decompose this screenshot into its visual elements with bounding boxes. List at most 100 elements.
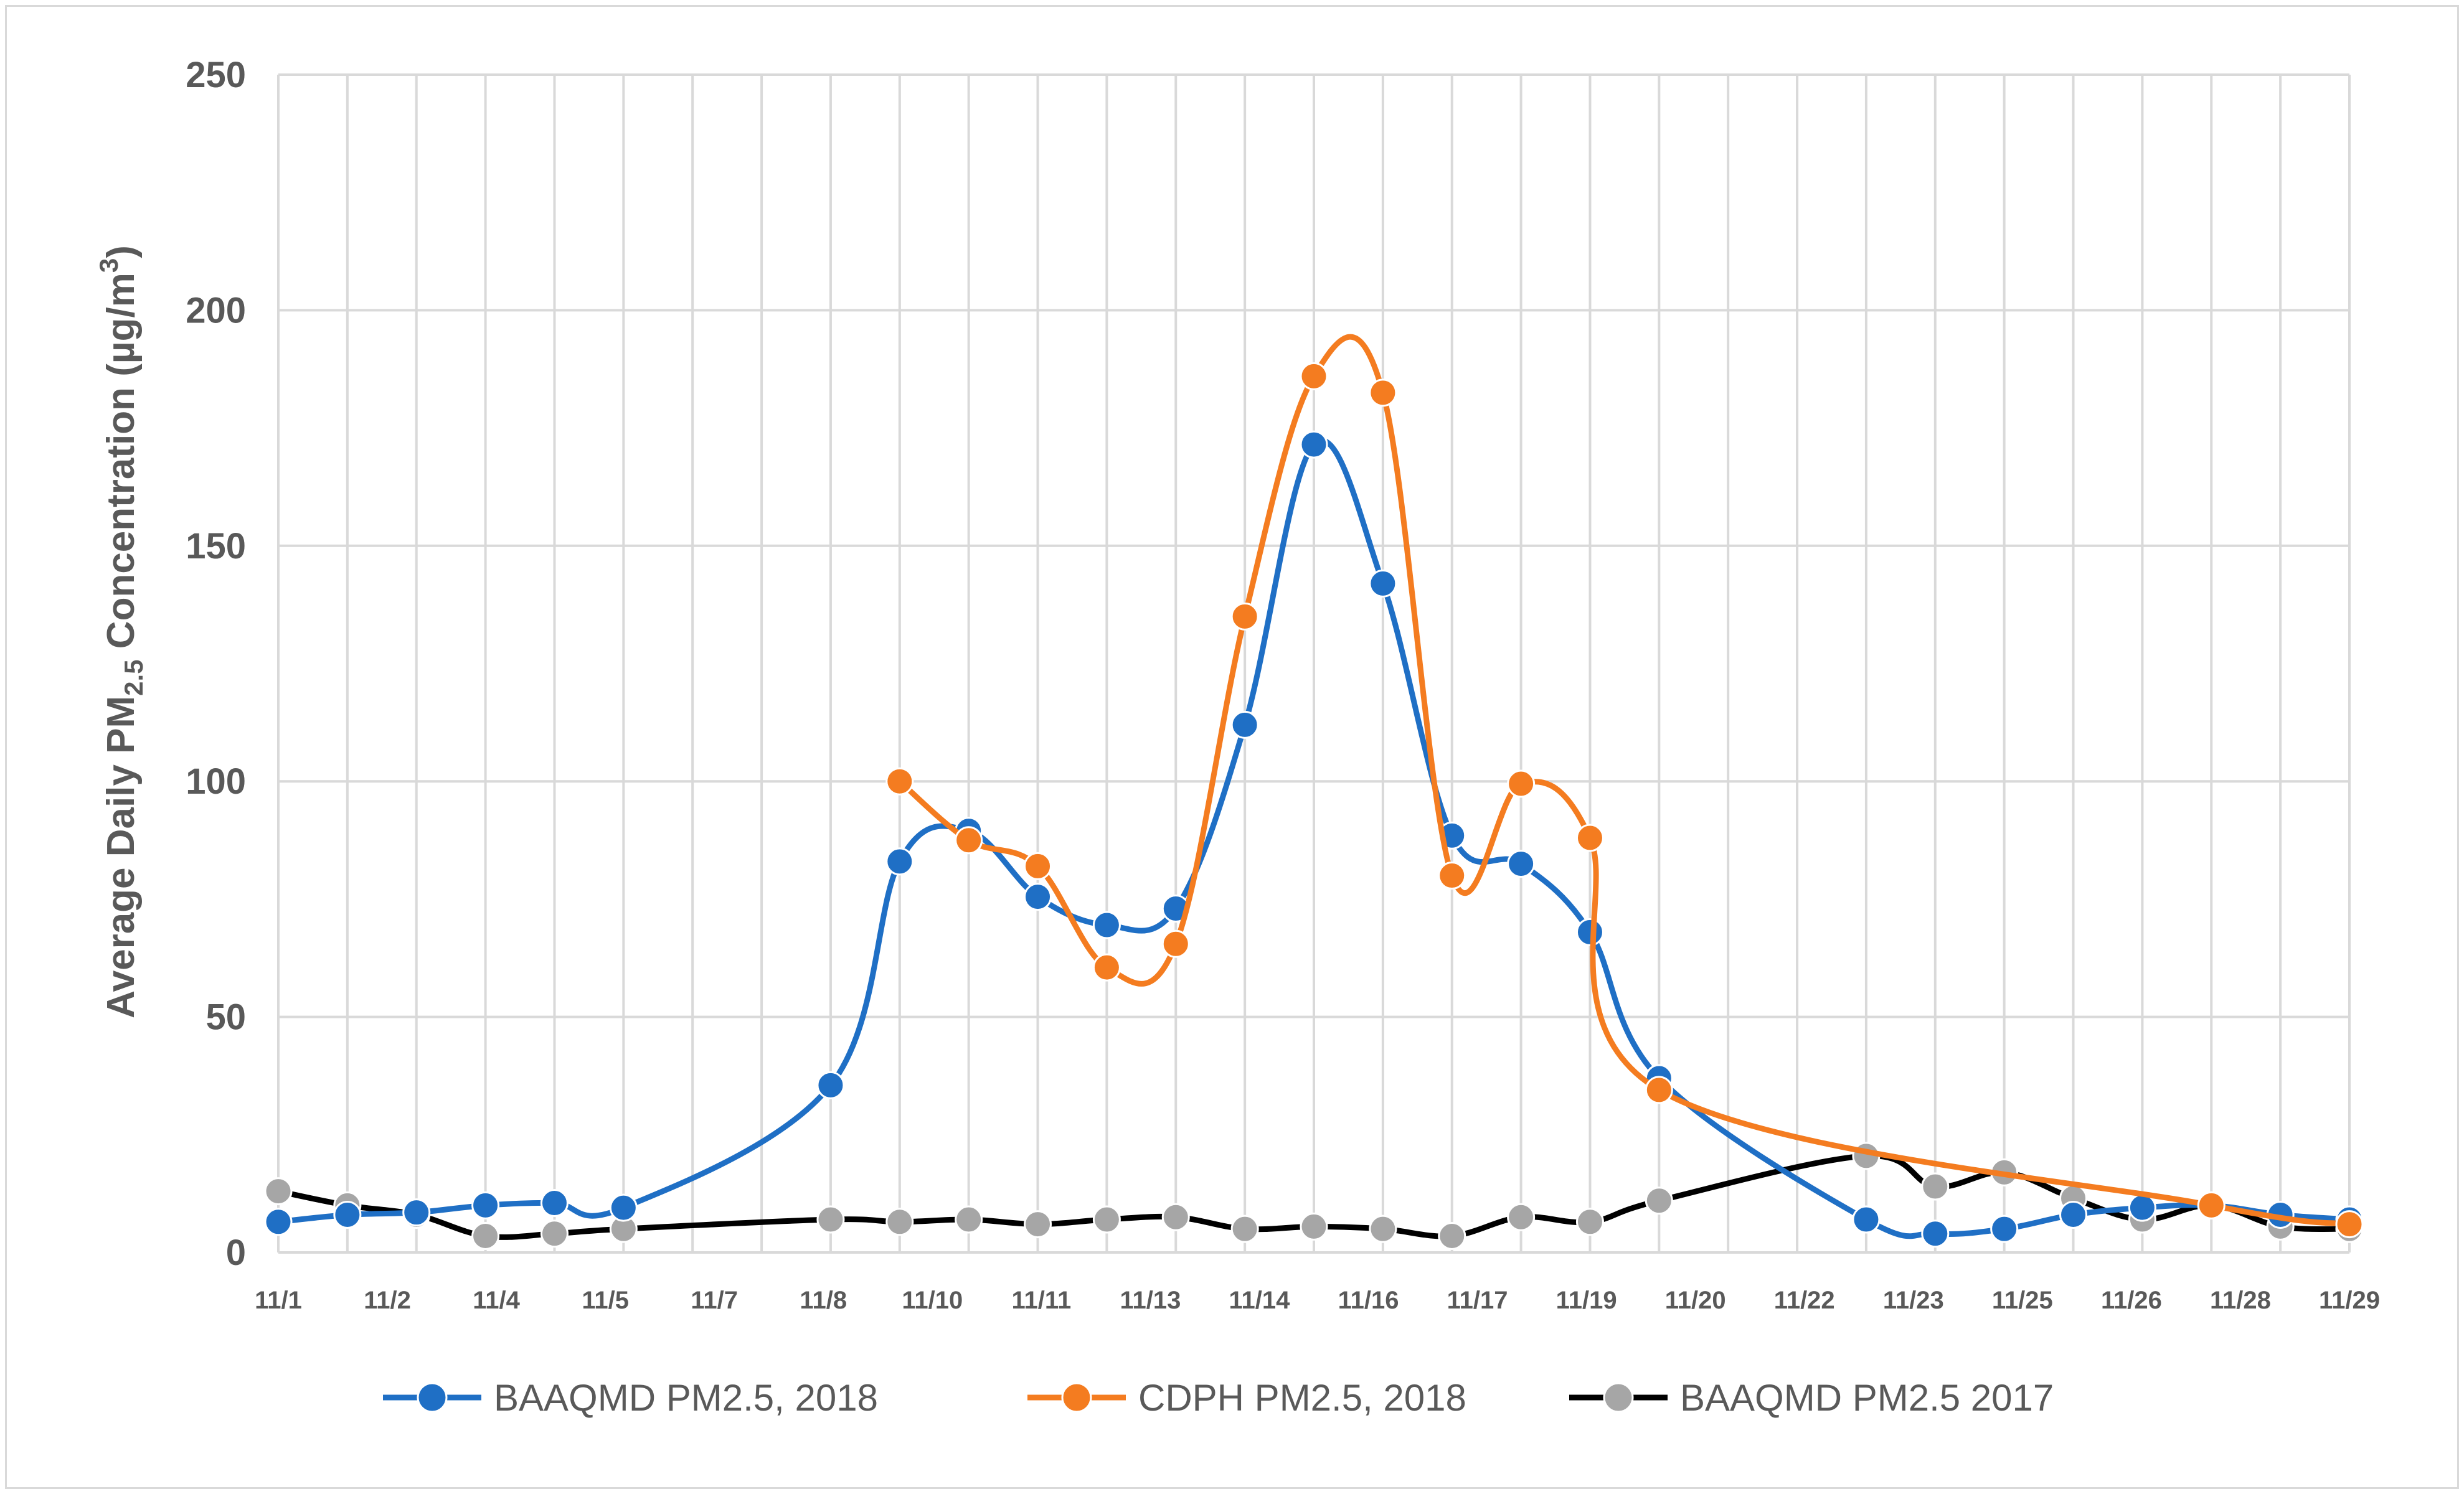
grid xyxy=(277,73,2351,1254)
x-axis-ticks: 11/1 11/2 11/4 11/5 11/7 11/8 11/10 11/11 11/13 1… xyxy=(255,1287,2380,1314)
data-point xyxy=(955,1205,983,1234)
data-point xyxy=(1645,1186,1673,1215)
y-label-suffix: ) xyxy=(100,245,143,258)
data-point xyxy=(1024,1210,1052,1239)
data-point xyxy=(1575,918,1604,946)
data-point xyxy=(1507,1203,1536,1231)
data-point xyxy=(540,1189,569,1218)
y-axis-ticks: 0 50 100 150 200 250 xyxy=(186,55,246,1273)
y-axis-label: Average Daily PM2.5 Concentration (µg/m3… xyxy=(94,245,148,1018)
x-tick-label: 11/14 xyxy=(1229,1287,1291,1314)
chart-frame xyxy=(5,5,2459,1489)
data-point xyxy=(402,1198,431,1227)
data-point xyxy=(1092,911,1121,939)
data-point xyxy=(1300,1212,1328,1241)
data-point xyxy=(816,1205,845,1234)
data-point xyxy=(2335,1210,2364,1239)
data-point xyxy=(1300,362,1328,390)
y-tick-label: 150 xyxy=(186,526,246,566)
x-tick-label: 11/16 xyxy=(1338,1287,1399,1314)
y-tick-label: 0 xyxy=(226,1233,246,1273)
y-tick-label: 250 xyxy=(186,55,246,95)
data-point xyxy=(1369,569,1397,598)
x-tick-label: 11/11 xyxy=(1012,1287,1072,1314)
x-tick-label: 11/1 xyxy=(255,1287,302,1314)
x-tick-label: 11/26 xyxy=(2101,1287,2162,1314)
y-tick-label: 100 xyxy=(186,761,246,802)
y-tick-label: 50 xyxy=(205,997,246,1038)
data-point xyxy=(1438,1222,1466,1251)
y-label-superscript: 3 xyxy=(94,258,123,273)
legend-item: BAAQMD PM2.5 2017 xyxy=(1569,1377,2054,1419)
x-tick-label: 11/19 xyxy=(1556,1287,1617,1314)
data-point xyxy=(1575,1208,1604,1236)
x-tick-label: 11/20 xyxy=(1665,1287,1726,1314)
legend-marker xyxy=(1061,1382,1092,1413)
x-tick-label: 11/4 xyxy=(473,1287,520,1314)
y-label-subscript: 2.5 xyxy=(119,659,148,695)
data-point xyxy=(1300,430,1328,459)
data-point xyxy=(1369,378,1397,407)
data-point xyxy=(816,1071,845,1099)
data-point xyxy=(1575,824,1604,852)
data-point xyxy=(333,1200,362,1229)
series-1 xyxy=(885,334,2364,1239)
y-tick-label: 200 xyxy=(186,290,246,331)
y-label-prefix: Average Daily PM xyxy=(100,696,143,1018)
legend-marker xyxy=(1603,1382,1634,1413)
data-point xyxy=(1645,1076,1673,1104)
x-tick-label: 11/28 xyxy=(2210,1287,2271,1314)
data-point xyxy=(1507,769,1536,798)
data-point xyxy=(2128,1193,2156,1222)
data-point xyxy=(2197,1191,2226,1219)
x-tick-label: 11/13 xyxy=(1120,1287,1181,1314)
data-point xyxy=(471,1222,500,1251)
data-point xyxy=(471,1191,500,1219)
data-point xyxy=(1024,852,1052,880)
data-point xyxy=(885,847,914,876)
data-point xyxy=(955,826,983,855)
data-point xyxy=(1024,883,1052,911)
data-point xyxy=(1990,1214,2019,1243)
data-point xyxy=(2059,1200,2088,1229)
series-layer xyxy=(264,334,2364,1251)
x-tick-label: 11/8 xyxy=(800,1287,847,1314)
legend-marker xyxy=(417,1382,448,1413)
data-point xyxy=(1852,1205,1881,1234)
data-point xyxy=(1438,862,1466,890)
data-point xyxy=(885,767,914,796)
data-point xyxy=(1092,953,1121,982)
data-point xyxy=(885,1208,914,1236)
data-point xyxy=(1230,710,1259,739)
data-point xyxy=(1921,1172,1950,1201)
data-point xyxy=(1230,1214,1259,1243)
legend-item: CDPH PM2.5, 2018 xyxy=(1027,1377,1466,1419)
data-point xyxy=(1369,1214,1397,1243)
data-point xyxy=(264,1177,293,1206)
data-point xyxy=(1161,929,1190,958)
legend-label: BAAQMD PM2.5 2017 xyxy=(1680,1377,2054,1419)
x-tick-label: 11/17 xyxy=(1447,1287,1508,1314)
data-point xyxy=(1507,850,1536,878)
legend-label: CDPH PM2.5, 2018 xyxy=(1138,1377,1466,1419)
x-tick-label: 11/5 xyxy=(582,1287,629,1314)
legend-item: BAAQMD PM2.5, 2018 xyxy=(383,1377,878,1419)
y-label-middle: Concentration (µg/m xyxy=(100,273,143,659)
data-point xyxy=(1921,1219,1950,1248)
x-tick-label: 11/22 xyxy=(1774,1287,1835,1314)
legend-label: BAAQMD PM2.5, 2018 xyxy=(494,1377,878,1419)
x-tick-label: 11/23 xyxy=(1883,1287,1944,1314)
x-tick-label: 11/2 xyxy=(364,1287,411,1314)
legend: BAAQMD PM2.5, 2018 CDPH PM2.5, 2018 BAAQMD… xyxy=(383,1377,2054,1419)
x-tick-label: 11/7 xyxy=(691,1287,738,1314)
data-point xyxy=(540,1219,569,1248)
data-point xyxy=(1092,1205,1121,1234)
data-point xyxy=(264,1208,293,1236)
x-tick-label: 11/29 xyxy=(2319,1287,2380,1314)
x-tick-label: 11/25 xyxy=(1992,1287,2053,1314)
data-point xyxy=(1230,602,1259,631)
x-tick-label: 11/10 xyxy=(902,1287,963,1314)
data-point xyxy=(609,1193,638,1222)
data-point xyxy=(1161,1203,1190,1231)
